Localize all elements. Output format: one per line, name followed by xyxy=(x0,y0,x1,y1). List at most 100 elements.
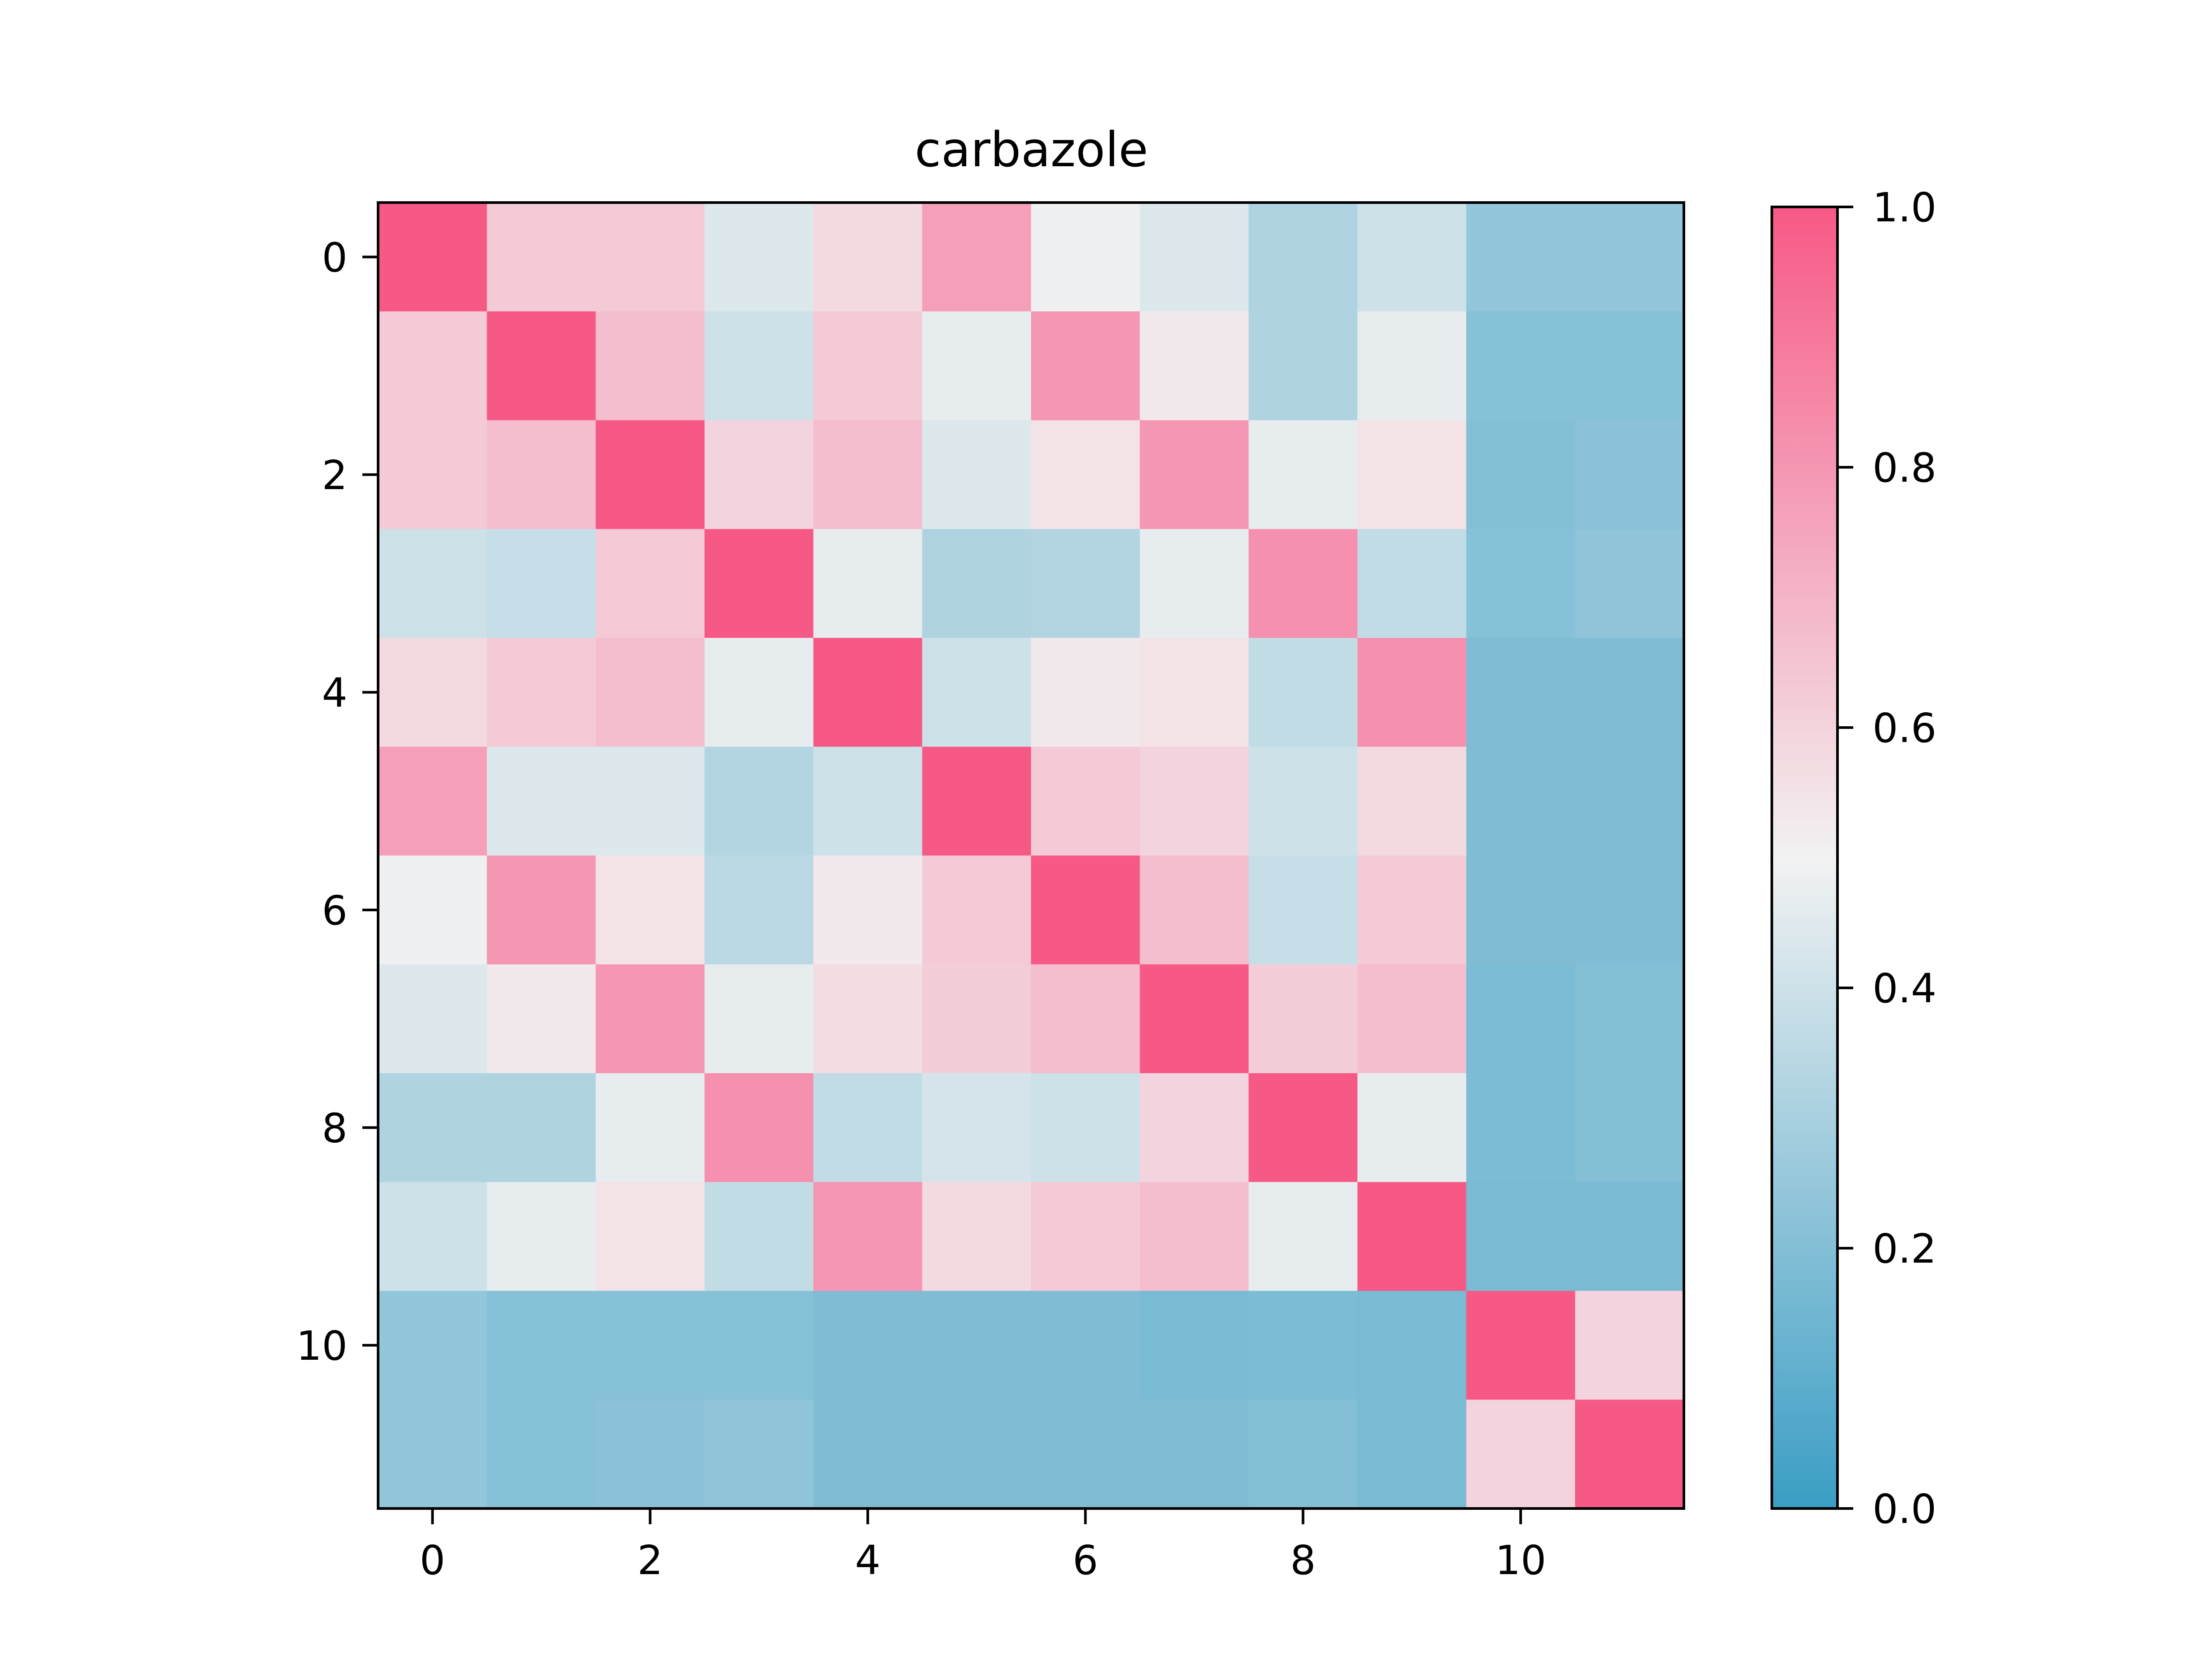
heatmap-cell-8-3 xyxy=(705,1073,814,1183)
heatmap-cell-6-6 xyxy=(1031,855,1140,965)
heatmap-cell-10-4 xyxy=(813,1291,923,1400)
x-tick-label: 8 xyxy=(1290,1537,1316,1584)
heatmap-cell-0-4 xyxy=(813,203,923,312)
heatmap-cell-8-4 xyxy=(813,1073,923,1183)
heatmap-cell-2-1 xyxy=(487,420,596,530)
heatmap-cell-8-2 xyxy=(596,1073,705,1183)
heatmap-cell-0-11 xyxy=(1575,203,1684,312)
heatmap-cell-6-11 xyxy=(1575,855,1684,965)
heatmap-cell-1-10 xyxy=(1466,311,1576,421)
heatmap-cell-3-7 xyxy=(1140,529,1249,638)
heatmap-cell-11-2 xyxy=(596,1400,705,1509)
heatmap-cell-8-6 xyxy=(1031,1073,1140,1183)
heatmap-cell-5-5 xyxy=(922,746,1031,856)
heatmap-cell-0-7 xyxy=(1140,203,1249,312)
heatmap-cell-3-3 xyxy=(705,529,814,638)
heatmap-cell-5-8 xyxy=(1248,746,1358,856)
x-tick-label: 4 xyxy=(855,1537,881,1584)
heatmap-cell-1-1 xyxy=(487,311,596,421)
heatmap-cell-11-1 xyxy=(487,1400,596,1509)
heatmap-cell-1-0 xyxy=(378,311,487,421)
heatmap-cell-1-6 xyxy=(1031,311,1140,421)
heatmap-cell-5-1 xyxy=(487,746,596,856)
heatmap-cell-2-4 xyxy=(813,420,923,530)
heatmap-cell-0-6 xyxy=(1031,203,1140,312)
heatmap-cell-4-5 xyxy=(922,638,1031,747)
heatmap-cell-8-8 xyxy=(1248,1073,1358,1183)
heatmap-cell-9-4 xyxy=(813,1182,923,1292)
heatmap-cell-10-9 xyxy=(1357,1291,1467,1400)
heatmap-cell-0-9 xyxy=(1357,203,1467,312)
heatmap-cell-4-6 xyxy=(1031,638,1140,747)
heatmap-cell-10-11 xyxy=(1575,1291,1684,1400)
y-tick-label: 2 xyxy=(322,452,347,499)
heatmap-cell-6-9 xyxy=(1357,855,1467,965)
heatmap-cell-10-8 xyxy=(1248,1291,1358,1400)
x-tick-label: 6 xyxy=(1073,1537,1098,1584)
heatmap-cell-3-10 xyxy=(1466,529,1576,638)
heatmap-cell-5-9 xyxy=(1357,746,1467,856)
heatmap-cell-7-7 xyxy=(1140,964,1249,1074)
x-tick-label: 0 xyxy=(420,1537,445,1584)
heatmap-cell-5-10 xyxy=(1466,746,1576,856)
heatmap-cell-6-3 xyxy=(705,855,814,965)
heatmap-cell-2-3 xyxy=(705,420,814,530)
x-axis: 0 2 4 6 8 10 xyxy=(420,1508,1546,1584)
heatmap-cell-2-10 xyxy=(1466,420,1576,530)
colorbar-ticks: 0.0 0.2 0.4 0.6 0.8 1.0 xyxy=(1837,184,1936,1533)
heatmap-cell-6-8 xyxy=(1248,855,1358,965)
heatmap-cell-7-3 xyxy=(705,964,814,1074)
heatmap-cell-4-8 xyxy=(1248,638,1358,747)
heatmap-cell-2-5 xyxy=(922,420,1031,530)
heatmap-cell-1-11 xyxy=(1575,311,1684,421)
heatmap-cell-6-4 xyxy=(813,855,923,965)
heatmap-cell-6-2 xyxy=(596,855,705,965)
heatmap-cell-11-4 xyxy=(813,1400,923,1509)
heatmap-cell-0-8 xyxy=(1248,203,1358,312)
colorbar-tick-label: 0.4 xyxy=(1872,965,1936,1012)
heatmap-cell-9-0 xyxy=(378,1182,487,1292)
heatmap-cell-8-9 xyxy=(1357,1073,1467,1183)
heatmap-cell-4-9 xyxy=(1357,638,1467,747)
heatmap-cell-10-1 xyxy=(487,1291,596,1400)
heatmap-cell-0-5 xyxy=(922,203,1031,312)
heatmap-cell-9-5 xyxy=(922,1182,1031,1292)
heatmap-cell-3-2 xyxy=(596,529,705,638)
heatmap-cell-11-9 xyxy=(1357,1400,1467,1509)
heatmap-cell-11-5 xyxy=(922,1400,1031,1509)
heatmap-cell-2-7 xyxy=(1140,420,1249,530)
heatmap-cell-0-3 xyxy=(705,203,814,312)
heatmap-cell-5-7 xyxy=(1140,746,1249,856)
heatmap-cell-1-8 xyxy=(1248,311,1358,421)
heatmap-cell-2-6 xyxy=(1031,420,1140,530)
colorbar-tick-label: 0.0 xyxy=(1872,1486,1936,1533)
heatmap-cell-0-10 xyxy=(1466,203,1576,312)
y-axis: 0 2 4 6 8 10 xyxy=(296,234,378,1369)
heatmap-cell-8-10 xyxy=(1466,1073,1576,1183)
heatmap-cell-1-7 xyxy=(1140,311,1249,421)
heatmap-cell-11-3 xyxy=(705,1400,814,1509)
heatmap-cell-6-0 xyxy=(378,855,487,965)
heatmap-cell-4-3 xyxy=(705,638,814,747)
colorbar-frame xyxy=(1771,206,1839,1510)
heatmap-cell-3-11 xyxy=(1575,529,1684,638)
heatmap-cell-6-7 xyxy=(1140,855,1249,965)
heatmap-cells xyxy=(378,203,1684,1509)
colorbar-tick-label: 1.0 xyxy=(1872,184,1936,231)
chart-title: carbazole xyxy=(915,122,1148,178)
heatmap-cell-11-7 xyxy=(1140,1400,1249,1509)
heatmap-cell-5-4 xyxy=(813,746,923,856)
plot-frame xyxy=(377,201,1685,1510)
heatmap-cell-2-0 xyxy=(378,420,487,530)
heatmap-cell-1-4 xyxy=(813,311,923,421)
heatmap-cell-2-8 xyxy=(1248,420,1358,530)
heatmap-cell-2-2 xyxy=(596,420,705,530)
heatmap-cell-5-11 xyxy=(1575,746,1684,856)
heatmap-cell-3-0 xyxy=(378,529,487,638)
heatmap-cell-5-2 xyxy=(596,746,705,856)
heatmap-cell-9-6 xyxy=(1031,1182,1140,1292)
heatmap-cell-2-9 xyxy=(1357,420,1467,530)
heatmap-cell-4-0 xyxy=(378,638,487,747)
heatmap-cell-7-4 xyxy=(813,964,923,1074)
